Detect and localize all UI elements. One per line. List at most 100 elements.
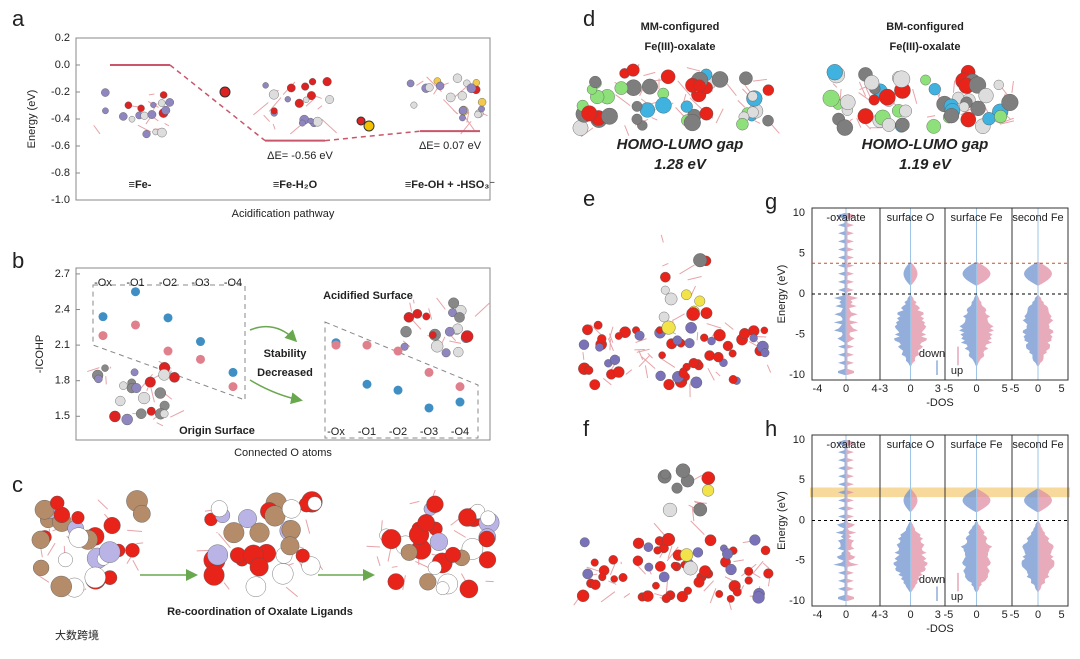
bond <box>766 364 772 373</box>
title: MM-configured <box>641 21 720 33</box>
bond <box>742 88 749 96</box>
point <box>196 354 205 364</box>
atom <box>295 548 310 563</box>
atom <box>262 82 269 89</box>
bond <box>263 114 271 122</box>
atom <box>425 83 434 92</box>
atom <box>752 591 765 604</box>
bond <box>672 313 685 321</box>
spin-label: down <box>919 348 945 360</box>
bond <box>636 348 650 353</box>
bond <box>146 387 149 392</box>
y-tick-label: -10 <box>789 369 805 381</box>
atom <box>590 558 599 567</box>
atom <box>610 575 618 583</box>
x-tick-label: 0 <box>973 383 979 395</box>
atom <box>749 534 761 546</box>
atom <box>280 536 300 556</box>
bond <box>624 125 630 136</box>
atom <box>690 376 703 389</box>
atom <box>427 560 442 575</box>
atom <box>419 573 437 591</box>
atom <box>58 552 73 568</box>
atom <box>747 91 758 102</box>
dos-spin-down <box>833 440 846 601</box>
bond <box>87 367 100 373</box>
atom <box>445 92 456 103</box>
atom <box>119 381 128 390</box>
column-title: surface O <box>887 439 935 451</box>
y-tick-label: 5 <box>799 247 805 259</box>
atom <box>210 500 228 518</box>
bond <box>614 81 618 84</box>
bond <box>623 592 631 598</box>
atom <box>632 555 644 566</box>
atom <box>363 120 375 132</box>
atom <box>672 335 683 346</box>
panel-label: d <box>583 6 595 31</box>
title: Fe(III)-oxalate <box>645 41 716 53</box>
atom <box>322 77 332 87</box>
atom <box>150 101 157 108</box>
atom <box>722 340 734 352</box>
x-tick-label: ≡Fe- <box>129 179 152 191</box>
atom <box>878 88 896 106</box>
dos-spin-down <box>959 213 977 375</box>
bond <box>687 276 702 281</box>
atom <box>581 105 598 122</box>
atom <box>661 320 676 335</box>
atom <box>245 576 267 597</box>
bond <box>93 124 101 135</box>
dos-spin-up <box>846 440 859 601</box>
annotation: Stability <box>264 348 308 360</box>
column-title: surface Fe <box>951 212 1003 224</box>
atom <box>700 333 709 342</box>
y-axis-label: Energy (eV) <box>26 90 38 149</box>
bond <box>109 366 112 369</box>
x-tick-label: 3 <box>935 609 941 621</box>
column-title: -oxalate <box>826 439 865 451</box>
bond <box>305 519 311 534</box>
atom <box>307 117 314 124</box>
atom <box>1001 93 1019 111</box>
x-tick-label: -O4 <box>224 277 242 289</box>
atom <box>140 111 149 120</box>
atom <box>142 130 151 139</box>
atom <box>593 320 603 330</box>
atom <box>744 576 753 585</box>
x-tick-label: -O1 <box>358 426 376 438</box>
x-tick-label: -Ox <box>327 426 345 438</box>
bond <box>858 81 867 97</box>
atom <box>626 63 640 77</box>
atom <box>660 469 671 480</box>
atom <box>403 312 415 323</box>
atom <box>429 532 448 551</box>
atom <box>410 101 418 109</box>
atom <box>578 339 590 350</box>
atom <box>826 64 843 81</box>
bond <box>609 339 611 351</box>
x-tick-label: 0 <box>843 383 849 395</box>
column-title: surface O <box>887 212 935 224</box>
atom <box>728 349 737 358</box>
bond <box>666 546 679 562</box>
bond <box>659 552 664 558</box>
atom <box>614 332 623 340</box>
atom <box>678 368 688 378</box>
atom <box>115 395 126 407</box>
dos-spin-up <box>846 213 859 375</box>
bond <box>659 357 676 368</box>
arrow <box>249 325 298 343</box>
panel-label: c <box>12 472 23 497</box>
highlight-band <box>810 487 1070 498</box>
x-tick-label: 0 <box>907 383 913 395</box>
atom <box>700 307 713 319</box>
atom <box>281 520 301 540</box>
y-tick-label: -5 <box>795 328 805 340</box>
x-axis-label: Acidification pathway <box>232 208 335 220</box>
bond <box>608 326 614 340</box>
atom <box>400 342 409 351</box>
y-tick-label: 2.4 <box>55 303 70 315</box>
atom <box>249 557 269 577</box>
bond <box>449 340 462 344</box>
